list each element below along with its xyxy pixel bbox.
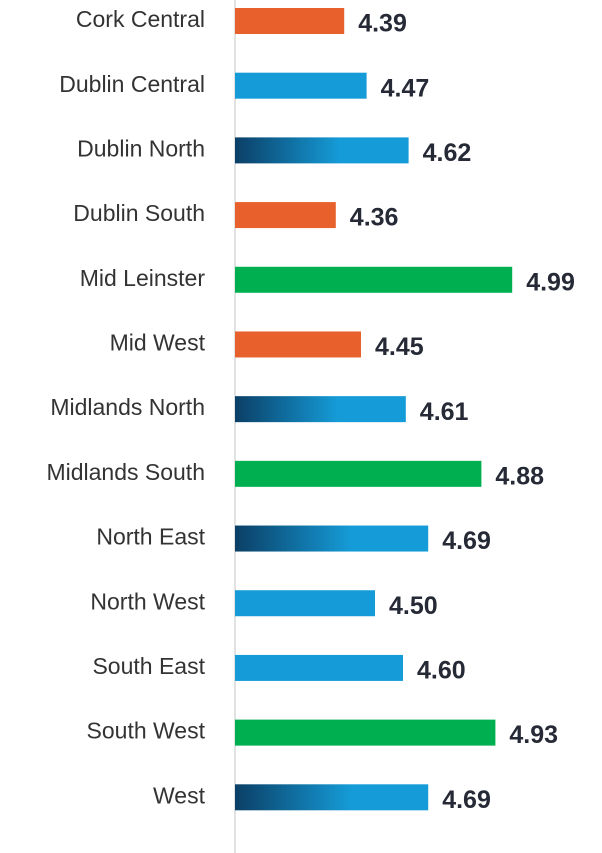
category-label: West	[153, 782, 206, 808]
category-label: Dublin Central	[59, 71, 205, 97]
value-label: 4.88	[495, 462, 544, 490]
bar	[235, 719, 496, 746]
bar	[235, 8, 345, 34]
value-label: 4.39	[358, 10, 407, 38]
value-label: 4.61	[420, 398, 469, 426]
category-label: North West	[90, 588, 205, 614]
bar	[235, 590, 375, 617]
bar	[235, 460, 482, 487]
bar	[235, 784, 429, 811]
category-label: Dublin South	[73, 200, 205, 226]
bar	[235, 266, 513, 293]
category-label: Mid West	[110, 330, 206, 356]
category-label: Midlands North	[50, 394, 205, 420]
category-label: Mid Leinster	[80, 265, 206, 291]
bar	[235, 525, 429, 552]
category-label: Cork Central	[76, 6, 205, 32]
bar	[235, 396, 406, 423]
value-label: 4.45	[375, 333, 424, 361]
bar	[235, 72, 367, 99]
bar	[235, 654, 403, 681]
category-label: South West	[87, 718, 206, 744]
value-label: 4.99	[526, 268, 575, 296]
bar	[235, 202, 336, 229]
category-label: South East	[92, 653, 205, 679]
value-label: 4.50	[389, 592, 438, 620]
category-label: Dublin North	[77, 135, 205, 161]
value-label: 4.69	[442, 527, 491, 555]
bar	[235, 137, 409, 164]
value-label: 4.36	[350, 204, 399, 232]
value-label: 4.62	[423, 139, 472, 167]
value-label: 4.47	[381, 74, 430, 102]
value-label: 4.69	[442, 786, 491, 814]
bar	[235, 331, 361, 358]
category-label: Midlands South	[46, 459, 205, 485]
value-label: 4.60	[417, 657, 466, 685]
category-label: North East	[96, 524, 205, 550]
value-label: 4.93	[509, 721, 558, 749]
